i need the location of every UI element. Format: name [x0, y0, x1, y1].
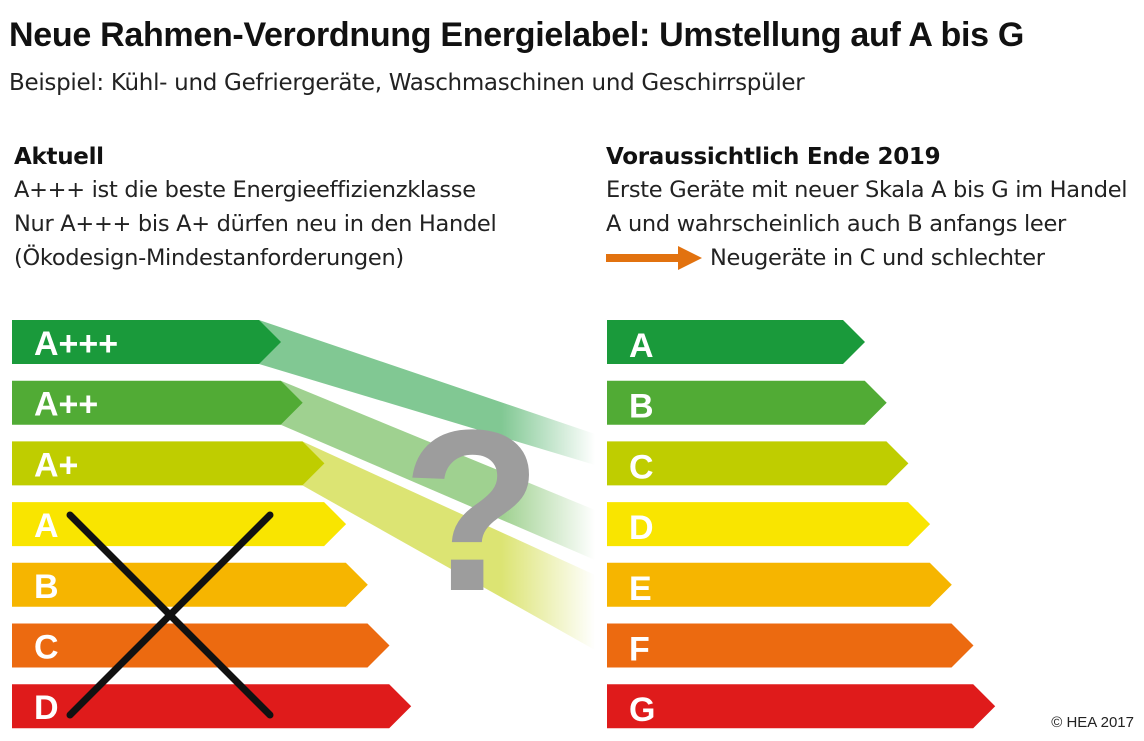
future-line-1: Erste Geräte mit neuer Skala A bis G im …: [606, 177, 1128, 203]
future-class-label: E: [629, 570, 652, 608]
question-mark: ?: [402, 382, 543, 639]
future-class-bar: [607, 684, 996, 729]
current-class-bar: [12, 380, 303, 425]
future-class-bar: [607, 441, 909, 486]
future-arrow-line: Neugeräte in C und schlechter: [606, 245, 1045, 271]
future-line-2: A und wahrscheinlich auch B anfangs leer: [606, 211, 1066, 237]
future-class-label: B: [629, 388, 654, 426]
current-class-bar: [12, 441, 325, 486]
future-heading: Voraussichtlich Ende 2019: [606, 144, 941, 170]
excluded-classes-cross: [66, 511, 274, 719]
future-class-label: D: [629, 509, 654, 547]
current-class-label: B: [34, 568, 59, 606]
future-class-label: C: [629, 448, 654, 486]
current-heading: Aktuell: [14, 144, 104, 170]
page-subtitle: Beispiel: Kühl- und Gefriergeräte, Wasch…: [9, 70, 805, 96]
current-class-label: D: [34, 689, 59, 727]
current-line-2: Nur A+++ bis A+ dürfen neu in den Handel: [14, 211, 497, 237]
page-title: Neue Rahmen-Verordnung Energielabel: Ums…: [9, 16, 1025, 54]
current-class-bar: [12, 684, 412, 729]
future-class-label: A: [629, 327, 654, 365]
future-class-label: F: [629, 631, 650, 669]
future-class-bar: [607, 502, 931, 547]
current-class-bar: [12, 562, 368, 607]
current-class-label: A++: [34, 386, 98, 424]
current-class-bar: [12, 320, 281, 364]
current-line-1: A+++ ist die beste Energieeffizienzklass…: [14, 177, 476, 203]
future-class-bar: [607, 380, 887, 425]
current-line-3: (Ökodesign-Mindestanforderungen): [14, 245, 404, 271]
copyright-notice: © HEA 2017: [1051, 714, 1134, 731]
future-class-bar: [607, 320, 865, 364]
current-class-label: C: [34, 629, 59, 667]
future-arrow-text: Neugeräte in C und schlechter: [710, 245, 1045, 271]
future-class-bar: [607, 623, 974, 668]
current-class-label: A: [34, 507, 59, 545]
current-class-label: A+++: [34, 325, 118, 363]
current-class-label: A+: [34, 446, 78, 484]
orange-arrow-icon: [606, 246, 702, 270]
current-class-bar: [12, 502, 347, 547]
future-class-bar: [607, 562, 952, 607]
question-mark-icon: ?: [402, 382, 543, 639]
cross-line: [66, 511, 274, 719]
future-class-label: G: [629, 691, 655, 729]
